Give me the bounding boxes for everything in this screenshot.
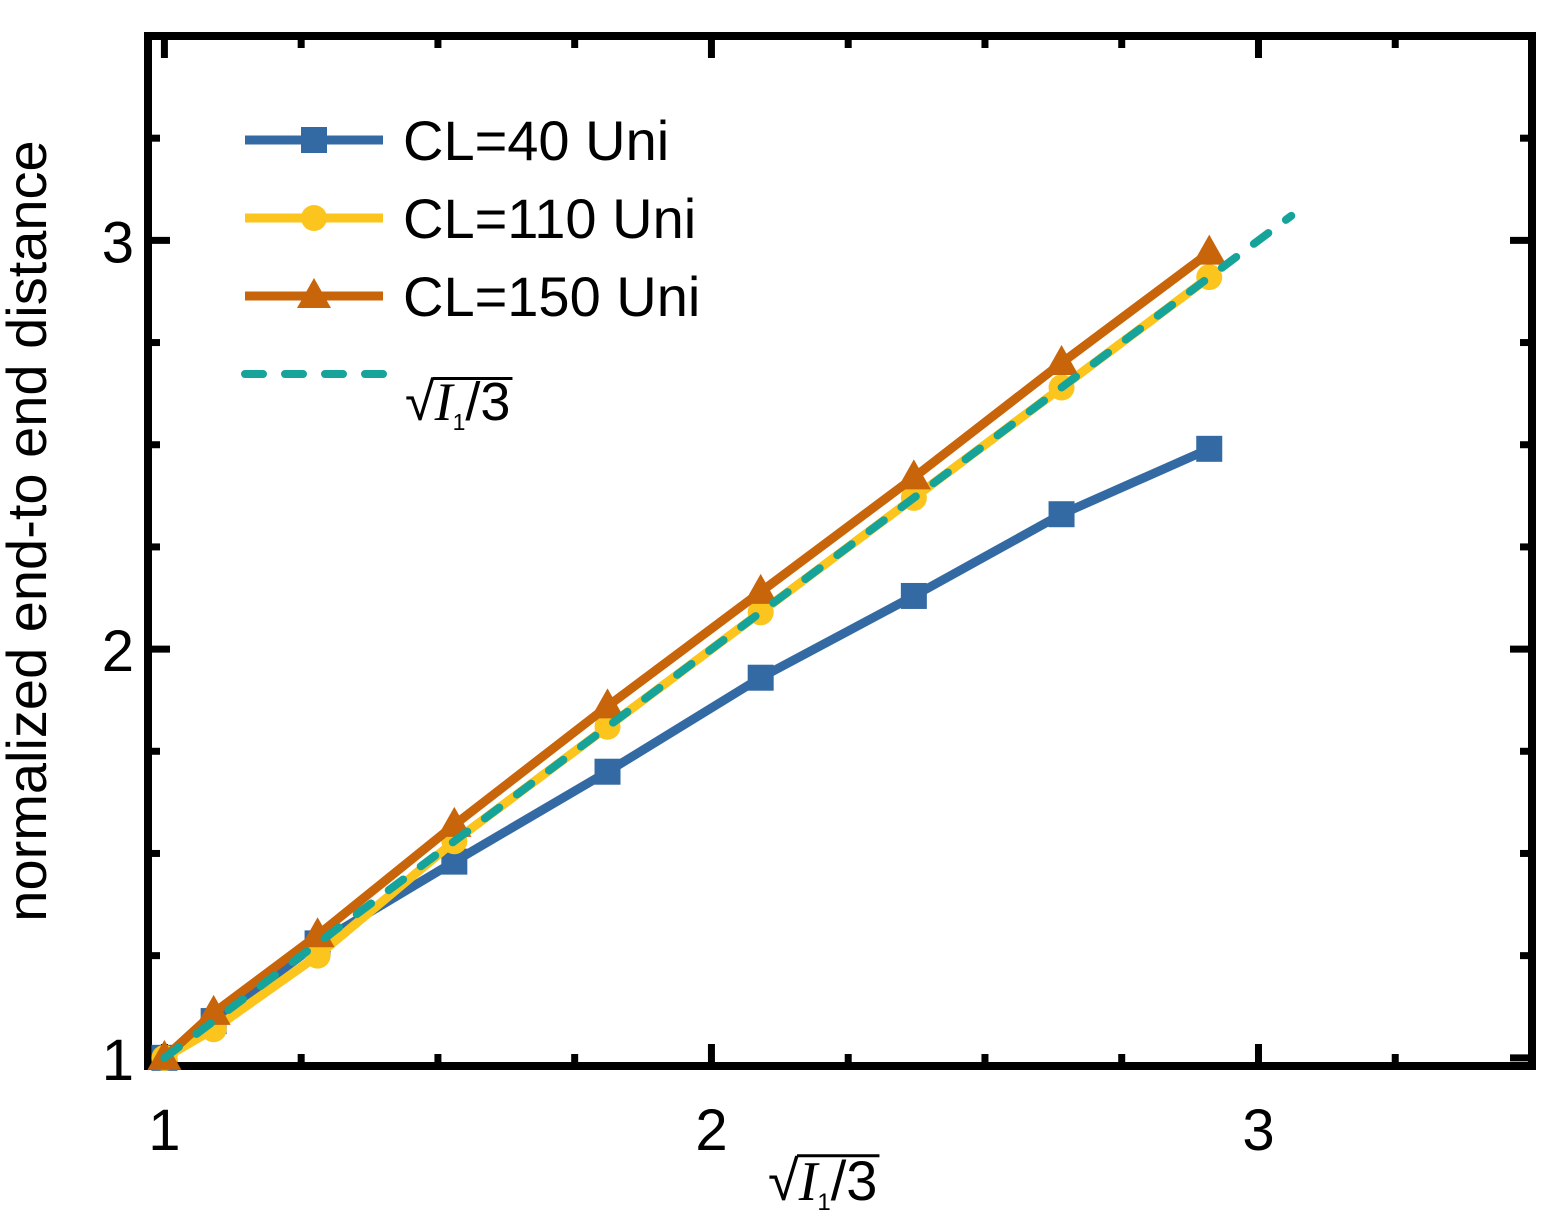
series-group: [147, 211, 1296, 1071]
data-point: [747, 664, 774, 691]
y-tick-label: 3: [102, 210, 134, 275]
legend-label: CL=150 Uni: [403, 265, 700, 328]
legend-label: CL=40 Uni: [403, 109, 669, 172]
legend-marker: [301, 127, 327, 153]
data-point: [1192, 234, 1227, 265]
axes-group: [144, 32, 1536, 1070]
legend-label: √I1/3: [405, 372, 510, 435]
legend-item-2: CL=150 Uni: [245, 265, 700, 328]
legend-label-rest: /3: [465, 372, 510, 432]
x-axis-label-sub: 1: [817, 1189, 830, 1216]
legend-item-3: √I1/3: [241, 370, 513, 435]
x-tick-label: 1: [148, 1098, 180, 1163]
data-point: [1044, 344, 1079, 375]
x-axis-label-radical: √: [768, 1149, 799, 1212]
data-point: [590, 688, 625, 719]
data-point: [1048, 501, 1075, 528]
data-point: [594, 758, 621, 785]
data-point: [896, 459, 931, 490]
legend-item-1: CL=110 Uni: [245, 187, 696, 250]
data-point: [304, 942, 331, 969]
x-tick-label: 2: [695, 1098, 727, 1163]
data-point: [1196, 435, 1223, 462]
legend-label-sub: 1: [453, 409, 466, 435]
y-tick-label: 2: [102, 619, 134, 684]
legend-label-var: I: [434, 372, 456, 432]
x-axis-label-rest: /3: [831, 1149, 878, 1212]
data-point: [196, 994, 231, 1025]
x-axis-label: √I1/3: [768, 1149, 877, 1216]
plot-frame: [144, 32, 1536, 1070]
x-tick-label: 3: [1242, 1098, 1274, 1163]
legend-marker: [301, 205, 327, 231]
legend-label-radical: √: [405, 372, 435, 432]
series-2: [147, 234, 1227, 1070]
legend-marker: [297, 278, 331, 308]
legend-label: CL=110 Uni: [403, 187, 696, 250]
series-line: [160, 211, 1296, 1062]
y-tick-label: 1: [102, 1028, 134, 1093]
legend-item-0: CL=40 Uni: [245, 109, 669, 172]
legend-group: CL=40 Uni CL=110 Uni CL=150 Uni √I1/3: [241, 109, 700, 435]
x-axis-label-var: I: [798, 1151, 820, 1213]
series-3: [160, 211, 1296, 1062]
y-axis-label: normalized end-to end distance: [0, 140, 58, 921]
series-0: [151, 435, 1223, 1071]
data-point: [437, 806, 472, 837]
data-point: [900, 582, 927, 609]
data-point: [743, 573, 778, 604]
